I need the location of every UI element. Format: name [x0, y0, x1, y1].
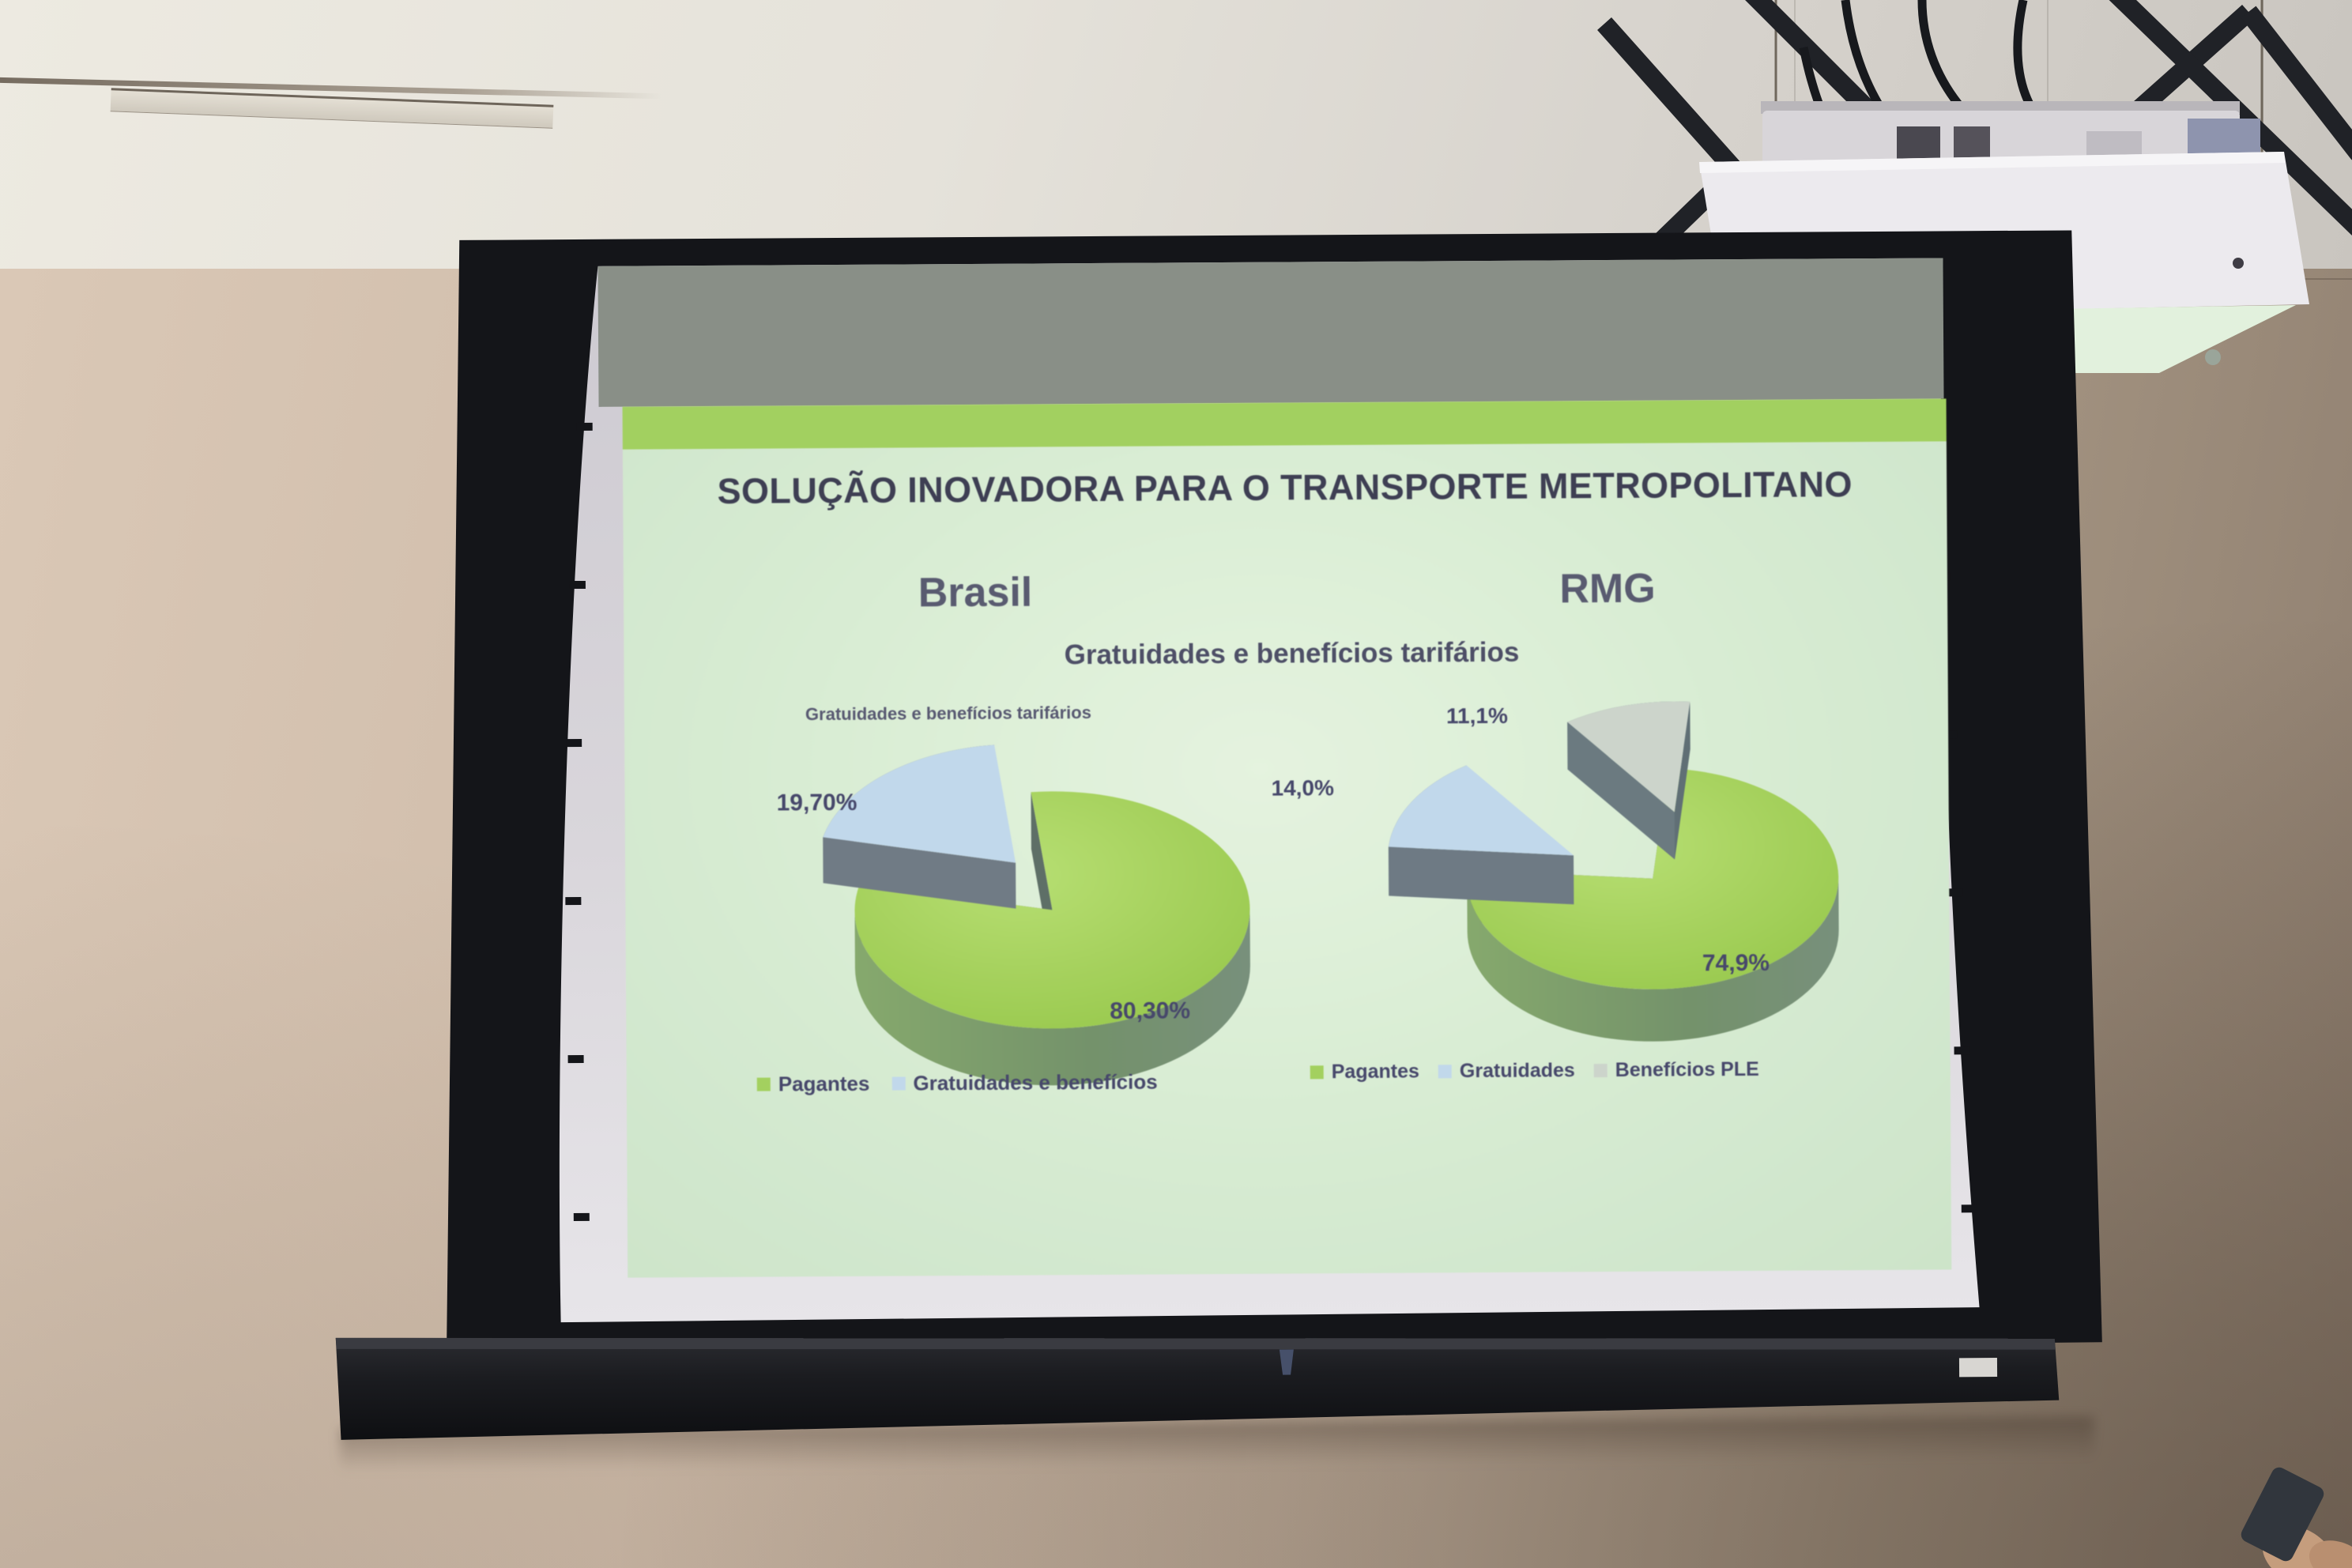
- rmg-legend: Pagantes Gratuidades Benefícios PLE: [1310, 1058, 1778, 1084]
- pie-label-pagantes: 80,30%: [1110, 997, 1191, 1024]
- rmg-pie-chart: [1388, 701, 1839, 1042]
- bottom-bar-highlight: [335, 1337, 2056, 1350]
- legend-swatch-gratuidades: [891, 1076, 906, 1091]
- pie-label-gratuidades: 19,70%: [776, 789, 858, 816]
- pagantes-slice-side: [854, 908, 1250, 1086]
- legend-label: Gratuidades: [1459, 1059, 1575, 1083]
- brasil-legend: Pagantes Gratuidades e benefícios: [756, 1069, 1180, 1097]
- pie-label-pagantes: 74,9%: [1702, 949, 1770, 977]
- pagantes-slice: [1467, 768, 1839, 989]
- screen-logo: [1279, 1349, 1294, 1375]
- gratuidades-slice: [823, 744, 1016, 863]
- legend-swatch-gratuidades: [1438, 1065, 1452, 1079]
- pie-label-gratuidades: 14,0%: [1271, 775, 1335, 801]
- pie-charts-canvas: [823, 701, 1839, 1086]
- legend-item: Benefícios PLE: [1593, 1057, 1759, 1082]
- screen-bottom-bar: [335, 1337, 2060, 1440]
- pie-label-beneficios-ple: 11,1%: [1446, 703, 1508, 729]
- legend-label: Pagantes: [1331, 1060, 1419, 1084]
- legend-swatch-pagantes: [756, 1077, 771, 1091]
- legend-swatch-beneficios-ple: [1593, 1064, 1608, 1078]
- pagantes-slice: [854, 791, 1250, 1029]
- legend-label: Benefícios PLE: [1615, 1057, 1759, 1081]
- legend-label: Pagantes: [778, 1071, 870, 1096]
- hand: [2309, 1540, 2352, 1568]
- screen-brand-label: [1958, 1358, 1998, 1378]
- pagantes-slice-side: [1467, 877, 1839, 1042]
- legend-label: Gratuidades e benefícios: [913, 1069, 1158, 1095]
- projection-screen: SOLUÇÃO INOVADORA PARA O TRANSPORTE METR…: [297, 216, 2154, 1476]
- gratuidades-slice: [1388, 765, 1574, 856]
- legend-item: Gratuidades: [1438, 1059, 1575, 1083]
- legend-item: Gratuidades e benefícios: [891, 1069, 1158, 1096]
- phone: [2241, 1467, 2324, 1562]
- legend-item: Pagantes: [1310, 1061, 1419, 1084]
- projected-letterbox-band: [597, 258, 1944, 407]
- legend-swatch-pagantes: [1310, 1065, 1324, 1080]
- projector-vent: [1897, 126, 1940, 163]
- legend-item: Pagantes: [756, 1071, 870, 1097]
- beneficios-ple-slice: [1567, 701, 1690, 812]
- hand-with-phone: [2241, 1467, 2352, 1568]
- brasil-pie-chart: [823, 744, 1250, 1086]
- projector-vent: [1954, 126, 1990, 163]
- slide: SOLUÇÃO INOVADORA PARA O TRANSPORTE METR…: [622, 398, 1952, 1278]
